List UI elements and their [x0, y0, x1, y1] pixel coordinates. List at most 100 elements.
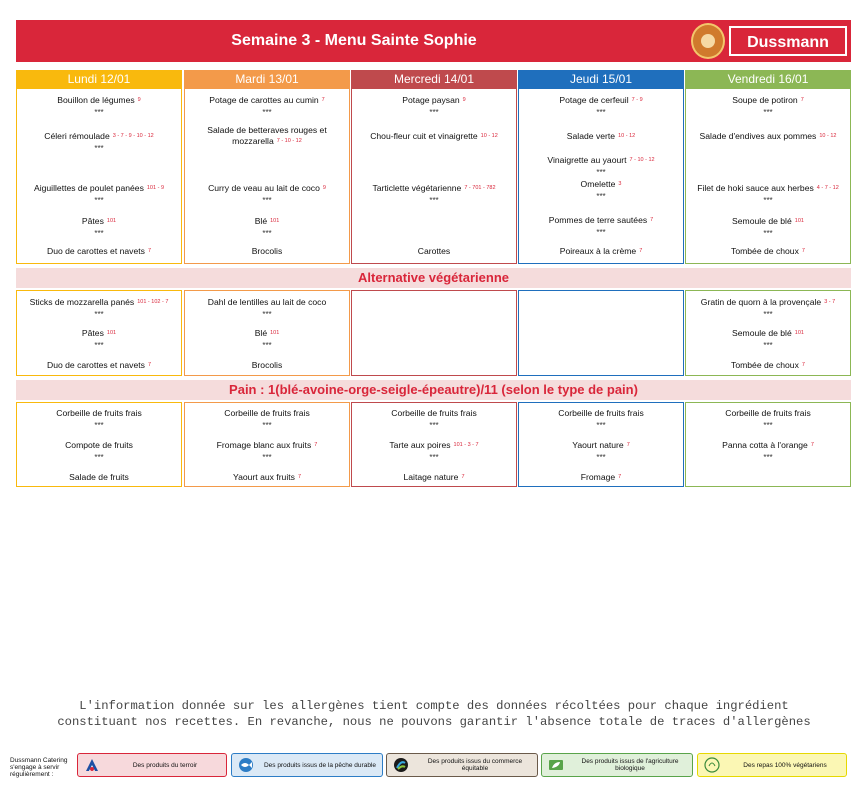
legend-text: Des repas 100% végétariens — [743, 761, 827, 769]
dish-name: Filet de hoki sauce aux herbes — [697, 183, 814, 193]
menu-item: Blé 101 — [185, 328, 349, 339]
dish-name: Blé — [254, 216, 268, 226]
dish-name: Salade de fruits — [69, 472, 129, 482]
dish-name: Fromage — [580, 472, 616, 482]
menu-item: Soupe de potiron 7 — [686, 95, 850, 106]
veg-menu-box: Sticks de mozzarella panés 101 - 102 - 7 *… — [16, 290, 182, 376]
menu-item: Pâtes 101 — [17, 216, 181, 227]
dish-separator: *** — [429, 108, 439, 117]
main-menu-box: Potage de cerfeuil 7 - 9 *** Salade verte 10… — [518, 88, 684, 264]
fish-icon — [238, 757, 254, 773]
main-menu-box: Bouillon de légumes 9 *** Céleri rémoulade 3… — [16, 88, 182, 264]
dish-name: Fromage blanc aux fruits — [216, 440, 312, 450]
dish-separator: *** — [429, 453, 439, 462]
allergen-codes: 7 — [810, 442, 814, 448]
dish-separator: *** — [596, 108, 606, 117]
dish-name: Brocolis — [251, 246, 283, 256]
dish-name: Tarticlette végétarienne — [372, 183, 462, 193]
allergen-disclaimer: L'information donnée sur les allergènes … — [20, 698, 848, 730]
menu-item: Compote de fruits — [17, 440, 181, 451]
allergen-codes: 7 — [461, 474, 465, 480]
allergen-codes: 7 — [147, 362, 151, 368]
dish-separator: *** — [763, 196, 773, 205]
menu-item: Curry de veau au lait de coco 9 — [185, 183, 349, 194]
dish-name: Potage de carottes au cumin — [209, 95, 319, 105]
brand-name: Dussmann — [729, 26, 847, 56]
allergen-codes: 9 — [462, 97, 466, 103]
allergen-codes: 7 - 10 - 12 — [276, 138, 302, 144]
dish-name: Soupe de potiron — [732, 95, 798, 105]
vegetarian-band: Alternative végétarienne — [16, 268, 851, 288]
dessert-menu-box: Corbeille de fruits frais *** Panna cotta … — [685, 402, 851, 487]
dessert-menu-box: Corbeille de fruits frais *** Fromage blan… — [184, 402, 350, 487]
veg-menu-box: Dahl de lentilles au lait de coco *** Blé 1… — [184, 290, 350, 376]
dish-name: Curry de veau au lait de coco — [208, 183, 320, 193]
dish-name: Yaourt nature — [572, 440, 624, 450]
dish-name: Poireaux à la crème — [559, 246, 637, 256]
dish-separator: *** — [429, 421, 439, 430]
legend-label: Dussmann Catering s'engage à servir régu… — [10, 757, 68, 778]
disclaimer-line-2: constituant nos recettes. En revanche, n… — [57, 715, 811, 729]
dish-separator: *** — [94, 453, 104, 462]
dish-separator: *** — [763, 229, 773, 238]
dish-name: Potage de cerfeuil — [559, 95, 629, 105]
veg-menu-box — [518, 290, 684, 376]
dish-separator: *** — [262, 196, 272, 205]
menu-item: Salade verte 10 - 12 — [519, 131, 683, 142]
legend-text: Des produits issus de la pêche durable — [263, 761, 376, 769]
dish-name: Dahl de lentilles au lait de coco — [207, 297, 327, 307]
day-header: Jeudi 15/01 — [518, 70, 684, 88]
menu-item: Corbeille de fruits frais — [352, 408, 516, 419]
day-header: Vendredi 16/01 — [685, 70, 851, 88]
dish-name: Omelette — [580, 179, 616, 189]
dish-name: Chou-fleur cuit et vinaigrette — [370, 131, 478, 141]
dish-separator: *** — [763, 453, 773, 462]
dish-separator: *** — [763, 108, 773, 117]
allergen-codes: 10 - 12 — [480, 133, 498, 139]
dish-name: Céleri rémoulade — [44, 131, 110, 141]
menu-item: Sticks de mozzarella panés 101 - 102 - 7 — [17, 297, 181, 308]
menu-item: Duo de carottes et navets 7 — [17, 360, 181, 371]
menu-item: Duo de carottes et navets 7 — [17, 246, 181, 257]
allergen-codes: 7 — [801, 248, 805, 254]
allergen-codes: 7 — [314, 442, 318, 448]
allergen-codes: 9 — [322, 185, 326, 191]
dish-name: Semoule de blé — [732, 216, 792, 226]
allergen-codes: 101 — [270, 330, 280, 336]
legend-item: Des produits issus de l'agriculture biol… — [541, 753, 693, 777]
legend-item: Des produits issus du commerce équitable — [386, 753, 538, 777]
allergen-codes: 101 — [794, 218, 804, 224]
dessert-menu-box: Corbeille de fruits frais *** Compote de f… — [16, 402, 182, 487]
dish-name: Yaourt aux fruits — [233, 472, 295, 482]
menu-item: Tarte aux poires 101 - 3 - 7 — [352, 440, 516, 451]
menu-item: Potage de cerfeuil 7 - 9 — [519, 95, 683, 106]
menu-item: Salade de fruits — [17, 472, 181, 483]
dish-separator: *** — [94, 421, 104, 430]
legend-item: Des produits issus de la pêche durable — [231, 753, 383, 777]
veg-menu-box — [351, 290, 517, 376]
dish-separator: *** — [763, 421, 773, 430]
allergen-codes: 101 — [106, 218, 117, 224]
menu-item: Corbeille de fruits frais — [17, 408, 181, 419]
allergen-codes: 7 — [626, 442, 630, 448]
legend-item: Des repas 100% végétariens — [697, 753, 847, 777]
allergen-codes: 10 - 12 — [819, 133, 837, 139]
dish-name: Vinaigrette au yaourt — [547, 155, 627, 165]
allergen-codes: 4 - 7 - 12 — [816, 185, 839, 191]
dish-separator: *** — [94, 144, 104, 153]
menu-item: Potage paysan 9 — [352, 95, 516, 106]
menu-item: Pommes de terre sautées 7 — [519, 215, 683, 226]
dish-separator: *** — [94, 196, 104, 205]
dish-separator: *** — [262, 453, 272, 462]
dish-separator: *** — [596, 168, 606, 177]
disclaimer-line-1: L'information donnée sur les allergènes … — [79, 699, 789, 713]
dish-name: Pâtes — [81, 328, 104, 338]
dish-name: Corbeille de fruits frais — [224, 408, 310, 418]
terroir-icon — [84, 757, 100, 773]
menu-item: Fromage 7 — [519, 472, 683, 483]
menu-item: Bouillon de légumes 9 — [17, 95, 181, 106]
dish-name: Brocolis — [251, 360, 283, 370]
allergen-codes: 7 - 10 - 12 — [629, 157, 655, 163]
dish-separator: *** — [596, 421, 606, 430]
dish-name: Blé — [254, 328, 268, 338]
